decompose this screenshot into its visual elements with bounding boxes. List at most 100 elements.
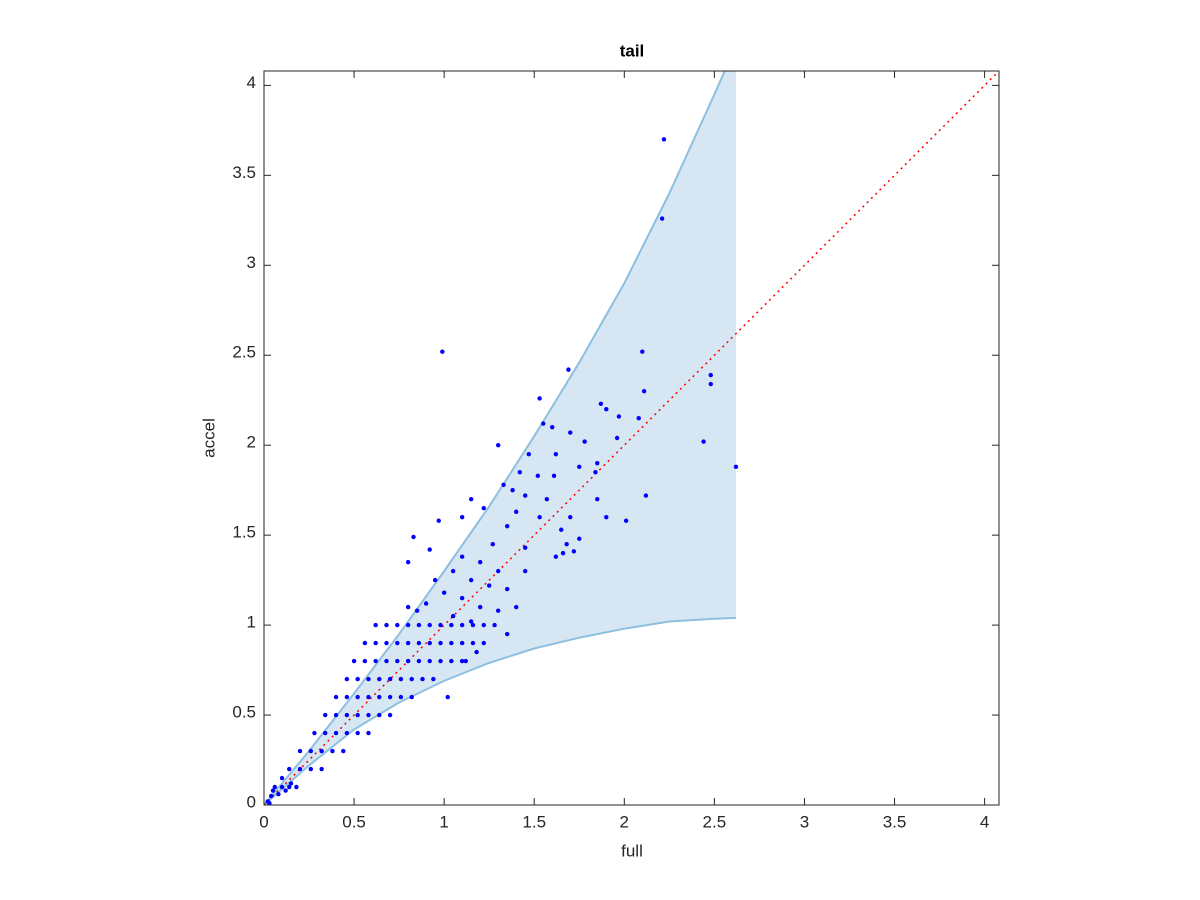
data-point	[616, 414, 622, 419]
data-point	[373, 658, 378, 664]
x-tick-label: 1.5	[522, 812, 546, 831]
data-point	[308, 748, 314, 754]
data-point	[477, 559, 483, 565]
x-tick-label: 2	[620, 812, 629, 831]
data-point	[312, 730, 317, 736]
data-point	[438, 640, 443, 646]
data-point	[459, 595, 465, 601]
plot-frame	[263, 70, 1000, 806]
data-point	[477, 604, 483, 610]
data-point	[398, 694, 404, 700]
data-point	[427, 658, 432, 664]
data-point	[405, 658, 411, 664]
data-point	[614, 435, 620, 441]
data-point	[604, 514, 609, 520]
data-point	[333, 730, 339, 736]
data-point	[297, 766, 303, 772]
data-point	[537, 514, 542, 520]
data-point	[708, 381, 713, 387]
data-point	[373, 622, 378, 628]
data-point	[395, 622, 400, 628]
data-point	[398, 676, 404, 682]
x-tick-label: 0.5	[342, 812, 366, 831]
data-point	[459, 658, 465, 664]
x-tick-label: 1	[439, 812, 448, 831]
data-point	[568, 514, 573, 520]
data-point	[308, 766, 314, 772]
data-point	[553, 451, 559, 457]
data-point	[571, 549, 577, 554]
data-point	[566, 367, 571, 372]
plot-area	[264, 71, 999, 805]
band-edge	[264, 71, 726, 805]
data-point	[595, 460, 600, 466]
data-point	[344, 676, 350, 682]
data-point	[319, 748, 324, 754]
data-point	[377, 694, 382, 700]
data-point	[526, 451, 532, 457]
data-point	[495, 442, 501, 448]
data-point	[333, 712, 339, 718]
data-point	[468, 496, 474, 502]
data-point	[636, 416, 641, 421]
data-point	[373, 640, 378, 646]
data-point	[449, 640, 454, 646]
data-point	[440, 349, 445, 354]
data-point	[459, 554, 465, 559]
data-point	[459, 514, 465, 520]
data-point	[323, 712, 328, 718]
data-point	[468, 619, 474, 624]
data-point	[423, 601, 429, 606]
data-point	[344, 712, 350, 718]
data-point	[436, 518, 441, 523]
data-point	[701, 439, 706, 444]
data-point	[577, 464, 582, 469]
data-point	[384, 640, 389, 646]
data-point	[395, 658, 400, 664]
data-point	[481, 622, 486, 628]
data-point	[640, 349, 645, 354]
data-point	[523, 545, 528, 550]
data-point	[544, 496, 550, 502]
y-tick-label: 1.5	[232, 523, 256, 542]
data-point	[463, 658, 468, 664]
data-point	[411, 534, 416, 540]
data-point	[409, 676, 414, 682]
data-point	[341, 748, 346, 754]
data-point	[420, 676, 425, 682]
data-point	[405, 604, 411, 610]
data-point	[604, 407, 609, 412]
data-point	[438, 658, 443, 664]
data-point	[641, 389, 647, 394]
data-point	[416, 640, 422, 646]
data-point	[470, 622, 476, 628]
y-tick-label: 0	[247, 792, 256, 811]
data-point	[414, 608, 420, 613]
data-point	[387, 712, 393, 718]
data-point	[405, 559, 411, 565]
data-point	[470, 640, 476, 646]
y-tick-label: 3.5	[232, 163, 256, 182]
data-point	[377, 676, 382, 682]
data-point	[427, 547, 432, 552]
data-point	[659, 216, 665, 221]
x-tick-label: 0	[259, 812, 268, 831]
data-point	[551, 473, 557, 478]
data-point	[593, 469, 598, 475]
y-tick-label: 3	[247, 253, 256, 272]
data-point	[272, 784, 278, 790]
data-point	[409, 694, 414, 700]
data-point	[490, 541, 495, 547]
data-point	[279, 775, 285, 781]
band-area	[264, 71, 736, 805]
data-point	[344, 730, 350, 736]
data-point	[468, 577, 474, 583]
data-point	[384, 658, 389, 664]
data-point	[445, 694, 450, 700]
data-point	[495, 568, 501, 574]
data-point	[523, 568, 528, 574]
data-point	[416, 622, 422, 628]
data-point	[643, 493, 649, 498]
data-point	[504, 523, 510, 529]
